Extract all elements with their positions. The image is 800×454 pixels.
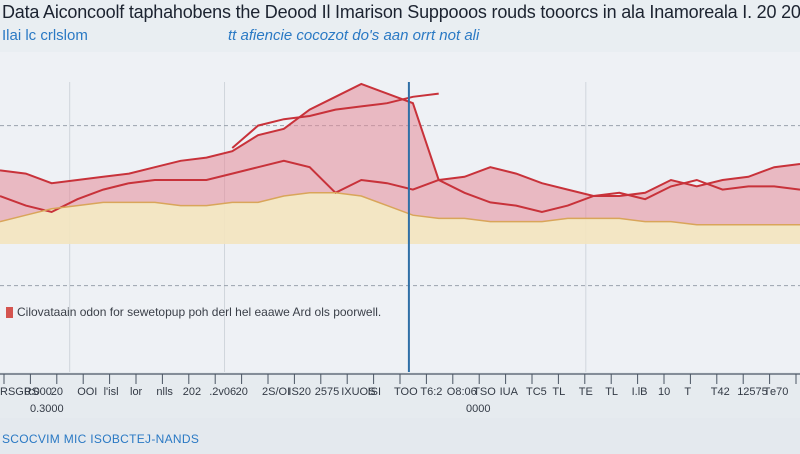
series-line-peak <box>231 92 439 149</box>
x-axis-tick-labels: RSGRS 0:000 20 OOI l'isl lor nlls 202.2v06 20 2S/… <box>0 386 800 402</box>
x-axis-tick-label: 20 <box>235 386 248 398</box>
chart-subtitle-center: tt afiencie cocozot do's aan orrt not al… <box>228 27 480 44</box>
legend-label: Cilovataain odon for sewetopup poh derl … <box>17 305 382 319</box>
x-axis-tick-label: T <box>763 386 771 398</box>
series-line-baseline <box>0 192 800 226</box>
range-band-area <box>0 84 800 225</box>
footer-text: SCOCVIM MIC ISOBCTEJ-NANDS <box>2 432 200 446</box>
x-axis-tick-label: 2S/OI <box>262 386 291 398</box>
legend-swatch <box>6 306 13 318</box>
x-axis-tick-label: lor <box>130 386 143 398</box>
x-axis-tick-label: T6:2 <box>420 386 443 398</box>
x-axis-tick-label: OOI <box>77 386 98 398</box>
x-axis-tick-label: IXUOS <box>341 386 376 398</box>
x-axis-tick-label: TC5 <box>526 386 547 398</box>
x-axis-tick-label: TE <box>578 386 593 398</box>
x-axis-marker-label: 0000 <box>466 403 491 415</box>
x-axis-tick-label: O8:06 <box>446 386 477 398</box>
x-axis-tick-label: .2v06 <box>209 386 237 398</box>
x-axis-tick-label: T <box>684 386 692 398</box>
chart-subtitle-left: Ilai lc crlslom <box>2 27 88 44</box>
x-axis-tick-label: 202 <box>182 386 202 398</box>
x-axis-tick-label: 10 <box>658 386 671 398</box>
x-axis-origin-label: 0.3000 <box>30 403 64 415</box>
x-axis-tick-label: IS20 <box>288 386 312 398</box>
x-axis-tick-label: TL <box>605 386 619 398</box>
x-axis-tick-label: T42 <box>710 386 730 398</box>
x-axis-tick-label: nlls <box>156 386 173 398</box>
series-line-upper <box>0 82 800 197</box>
x-axis-tick-label: IUA <box>499 386 518 398</box>
x-axis-tick-label: 12575 <box>737 386 768 398</box>
chart-title: Data Aiconcoolf taphahobens the Deood Il… <box>2 2 800 22</box>
x-axis-tick-label: I.lB <box>631 386 648 398</box>
legend: Cilovataain odon for sewetopup poh derl … <box>6 305 381 319</box>
series-line-middle <box>0 159 800 214</box>
x-axis-tick-label: e70 <box>770 386 789 398</box>
x-axis-tick-label: 2575 <box>314 386 340 398</box>
x-axis-tick-label: TOO <box>394 386 418 398</box>
x-axis-tick-label: TSO <box>473 386 496 398</box>
x-axis-tick-label: 0:000 <box>24 386 52 398</box>
header-band <box>0 0 800 52</box>
footer-band <box>0 418 800 454</box>
x-axis-tick-label: TL <box>552 386 566 398</box>
x-axis-tick-label: l'isl <box>103 386 119 398</box>
x-axis-tick-label: ISI <box>367 386 382 398</box>
x-axis-tick-label: RSGRS <box>0 386 40 398</box>
x-axis-tick-label: 20 <box>50 386 64 398</box>
